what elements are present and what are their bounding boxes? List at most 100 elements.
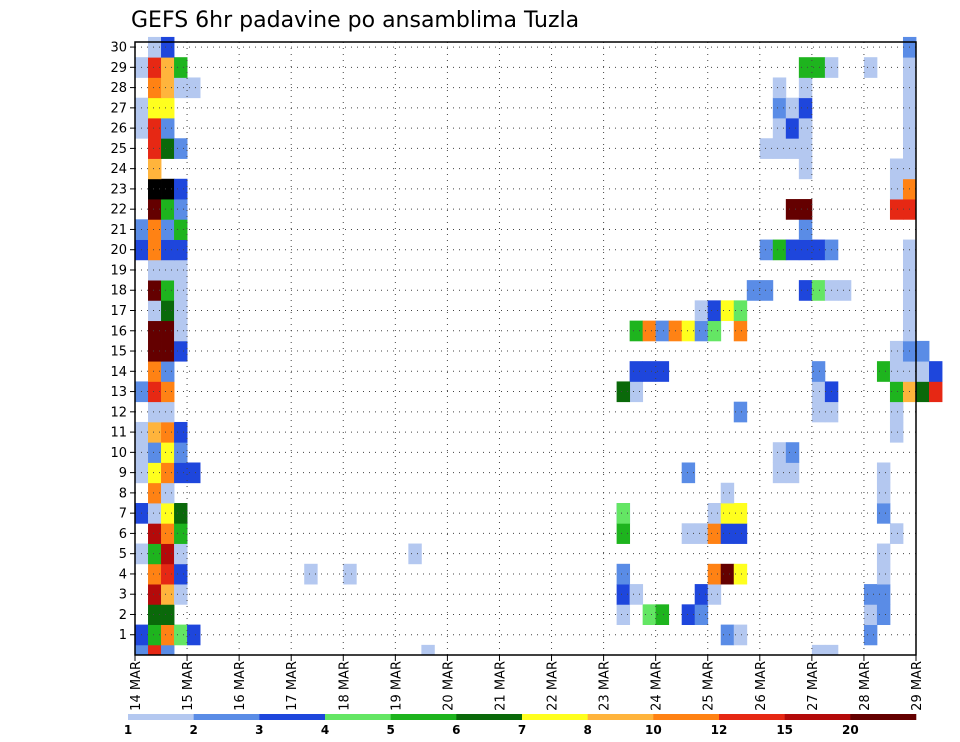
heatmap-cell: [798, 57, 813, 78]
legend-label: 1: [124, 723, 132, 737]
x-tick-label: 24 MAR: [650, 661, 665, 711]
heatmap-cell: [148, 77, 162, 99]
heatmap-cell: [161, 543, 175, 565]
heatmap-cell: [174, 563, 188, 585]
heatmap-cell: [174, 462, 188, 484]
heatmap-cell: [720, 300, 735, 322]
legend-label: 10: [645, 723, 662, 737]
heatmap-cell: [681, 604, 696, 626]
legend-swatch: [522, 714, 588, 720]
heatmap-cell: [811, 239, 826, 261]
y-tick-label: 20: [110, 243, 127, 258]
y-tick-label: 9: [119, 466, 127, 481]
y-tick-label: 26: [110, 122, 127, 137]
heatmap-cell: [785, 117, 800, 139]
heatmap-cell: [174, 178, 188, 200]
heatmap-cell: [655, 361, 670, 382]
heatmap-cell: [174, 543, 188, 565]
x-tick-label: 23 MAR: [598, 661, 613, 711]
legend-swatch: [193, 714, 260, 720]
heatmap-cell: [148, 219, 162, 240]
legend-label: 15: [776, 723, 793, 737]
heatmap-cell: [161, 219, 175, 240]
heatmap-cell: [174, 300, 188, 322]
heatmap-cell: [161, 624, 175, 646]
heatmap-cell: [408, 543, 422, 565]
heatmap-cell: [694, 523, 709, 544]
legend-swatch: [390, 714, 457, 720]
heatmap-cell: [421, 644, 435, 656]
heatmap-cell: [863, 584, 878, 605]
heatmap-cell: [824, 644, 839, 656]
legend-swatch: [456, 714, 523, 720]
heatmap-cell: [798, 219, 813, 240]
x-tick-label: 15 MAR: [181, 661, 196, 711]
heatmap-cell: [837, 280, 852, 301]
legend-label: 12: [711, 723, 728, 737]
heatmap-cell: [876, 543, 891, 565]
heatmap-cell: [889, 401, 904, 423]
heatmap-cell: [148, 543, 162, 565]
heatmap-cell: [174, 320, 188, 342]
heatmap-cell: [876, 563, 891, 585]
heatmap-cell: [148, 300, 162, 322]
heatmap-cell: [148, 138, 162, 159]
heatmap-cell: [772, 97, 787, 119]
heatmap-cell: [707, 320, 722, 342]
heatmap-cell: [707, 523, 722, 544]
color-legend: 1 2 3 4 5 6 7 8 10 12 15 20: [124, 714, 917, 737]
heatmap-cell: [161, 178, 175, 200]
heatmap-cell: [148, 199, 162, 220]
y-tick-label: 1: [119, 628, 127, 643]
heatmap-cell: [929, 381, 943, 403]
legend-label: 5: [386, 723, 394, 737]
heatmap-cell: [694, 584, 709, 605]
heatmap-cell: [785, 138, 800, 159]
heatmap-cell: [694, 320, 709, 342]
heatmap-cell: [733, 401, 748, 423]
heatmap-cell: [655, 604, 670, 626]
y-tick-label: 25: [110, 142, 127, 157]
heatmap-cell: [733, 320, 748, 342]
heatmap-cell: [629, 584, 644, 605]
heatmap-cell: [916, 340, 930, 362]
legend-swatch: [850, 714, 917, 720]
heatmap-cell: [135, 644, 149, 656]
y-tick-label: 24: [110, 162, 127, 177]
heatmap-cell: [720, 523, 735, 544]
heatmap-cell: [889, 199, 904, 220]
legend-label: 8: [583, 723, 591, 737]
heatmap-cell: [161, 138, 175, 159]
heatmap-cell: [174, 421, 188, 443]
heatmap-cell: [863, 604, 878, 626]
x-tick-label: 25 MAR: [702, 661, 717, 711]
heatmap-cell: [187, 462, 201, 484]
y-tick-label: 12: [110, 405, 127, 420]
heatmap-cell: [889, 421, 904, 443]
heatmap-cell: [148, 421, 162, 443]
y-tick-label: 11: [110, 426, 127, 441]
heatmap-cell: [148, 482, 162, 504]
heatmap-cell: [616, 563, 631, 585]
heatmap-cell: [889, 340, 904, 362]
heatmap-cell: [148, 239, 162, 261]
grid-lines: [135, 42, 916, 655]
heatmap-cell: [148, 401, 162, 423]
heatmap-cell: [772, 117, 787, 139]
heatmap-cell: [733, 563, 748, 585]
heatmap-cell: [876, 482, 891, 504]
heatmap-cell: [148, 280, 162, 301]
heatmap-cell: [616, 604, 631, 626]
y-tick-label: 16: [110, 324, 127, 339]
heatmap-cell: [174, 280, 188, 301]
heatmap-cell: [148, 644, 162, 656]
heatmap-cell: [889, 361, 904, 382]
heatmap-cell: [148, 523, 162, 544]
heatmap-cell: [772, 138, 787, 159]
heatmap-cell: [720, 624, 735, 646]
legend-swatch: [128, 714, 194, 720]
heatmap-cell: [616, 523, 631, 544]
heatmap-cell: [161, 199, 175, 220]
heatmap-cell: [655, 320, 670, 342]
